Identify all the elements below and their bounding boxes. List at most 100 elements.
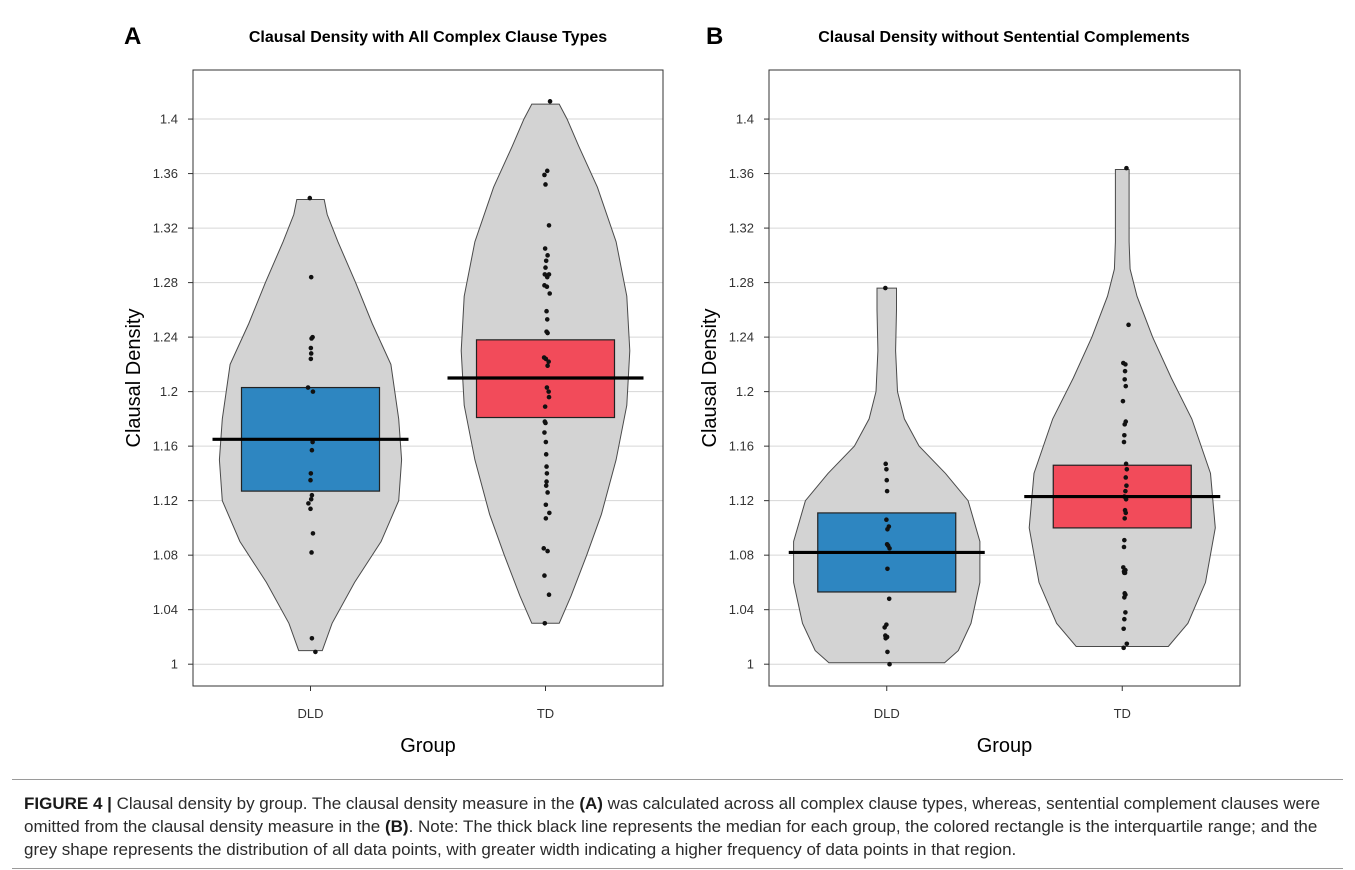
- data-point: [310, 389, 316, 394]
- violin-dld: [793, 287, 981, 664]
- data-point: [544, 385, 550, 390]
- data-point: [545, 363, 550, 369]
- plot-border: [768, 69, 1241, 687]
- data-point: [543, 502, 549, 508]
- data-point: [544, 284, 550, 289]
- data-point: [544, 464, 549, 469]
- panel-letter: A: [124, 23, 141, 50]
- data-point: [1121, 544, 1127, 550]
- y-tick-label: 1.24: [729, 330, 754, 345]
- data-point: [1122, 432, 1127, 438]
- data-point: [1124, 165, 1129, 171]
- panel-a: DLD TD 1 1.04 1.08 1.12 1.16 1.2 1.24 1.28 1.32 1.3…: [123, 23, 664, 757]
- y-tick-label: 1.32: [153, 221, 178, 236]
- y-tick-label: 1.08: [729, 548, 754, 563]
- data-point: [1123, 461, 1129, 467]
- panel-title: Clausal Density without Sentential Compl…: [818, 29, 1190, 46]
- data-point: [1123, 475, 1129, 480]
- x-tick-label: TD: [1114, 706, 1131, 721]
- caption-part-2: was calculated across all complex clause…: [24, 794, 1321, 836]
- data-point: [883, 636, 888, 641]
- data-point: [546, 272, 552, 277]
- caption-part-3: . Note: The thick black line represents …: [24, 817, 1318, 859]
- y-tick-label: 1.4: [736, 112, 754, 127]
- data-point: [543, 452, 549, 457]
- data-point: [1122, 616, 1127, 622]
- data-point: [545, 253, 550, 258]
- y-tick-label: 1.2: [736, 384, 754, 399]
- y-tick-label: 1.16: [729, 439, 754, 454]
- data-point: [309, 336, 314, 341]
- data-point: [885, 526, 890, 532]
- data-point: [547, 510, 552, 516]
- y-axis-label: Clausal Density: [123, 309, 145, 448]
- y-tick-label: 1.4: [160, 112, 178, 127]
- y-tick-label: 1.12: [153, 493, 178, 508]
- y-tick-label: 1.12: [729, 493, 754, 508]
- data-point: [542, 430, 547, 435]
- data-point: [543, 516, 549, 521]
- panel-title: Clausal Density with All Complex Clause …: [249, 29, 607, 46]
- data-point: [1123, 610, 1128, 615]
- data-point: [306, 501, 311, 506]
- data-point: [1122, 377, 1127, 382]
- data-point: [546, 389, 551, 394]
- data-point: [543, 265, 548, 270]
- y-tick-label: 1.16: [153, 439, 178, 454]
- data-point: [308, 471, 314, 476]
- data-point: [1120, 398, 1126, 404]
- data-point: [542, 246, 548, 251]
- y-tick-label: 1: [747, 657, 754, 672]
- data-point: [543, 182, 548, 187]
- data-point: [1123, 510, 1129, 516]
- y-tick-label: 1.36: [729, 166, 754, 181]
- data-point: [543, 420, 548, 426]
- data-point: [1122, 368, 1128, 374]
- data-point: [542, 621, 548, 626]
- data-point: [545, 490, 550, 495]
- x-tick-label: DLD: [874, 706, 900, 721]
- data-point: [1123, 383, 1129, 389]
- data-point: [1124, 641, 1130, 647]
- data-point: [884, 517, 889, 523]
- x-axis-label: Group: [977, 735, 1033, 757]
- data-point: [887, 546, 892, 551]
- data-point: [1124, 467, 1130, 472]
- data-point: [1123, 488, 1128, 494]
- caption-figure-label: FIGURE 4 |: [24, 794, 112, 813]
- data-point: [542, 404, 548, 409]
- data-point: [1121, 439, 1127, 445]
- data-point: [1122, 516, 1127, 521]
- y-axis-label: Clausal Density: [699, 309, 721, 448]
- y-tick-label: 1.04: [153, 602, 178, 617]
- data-point: [1121, 645, 1126, 651]
- data-point: [307, 195, 313, 201]
- panel-letter: B: [706, 23, 723, 50]
- data-point: [542, 573, 547, 578]
- data-point: [886, 596, 892, 602]
- data-point: [1122, 595, 1127, 600]
- data-point: [313, 649, 318, 655]
- data-point: [305, 385, 311, 390]
- y-tick-label: 1.32: [729, 221, 754, 236]
- y-tick-label: 1.28: [153, 275, 178, 290]
- data-point: [309, 492, 315, 498]
- data-point: [546, 394, 552, 400]
- data-point: [308, 356, 314, 362]
- data-point: [1122, 570, 1128, 576]
- data-point: [543, 258, 549, 264]
- data-point: [883, 461, 888, 467]
- data-point: [541, 546, 547, 551]
- y-tick-label: 1.28: [729, 275, 754, 290]
- data-point: [1124, 483, 1129, 488]
- data-point: [885, 649, 890, 655]
- figure-canvas: DLD TD 1 1.04 1.08 1.12 1.16 1.2 1.24 1.28 1.32 1.3…: [123, 23, 1241, 757]
- caption-ref-a: (A): [579, 794, 603, 813]
- y-tick-label: 1.36: [153, 166, 178, 181]
- data-point: [308, 351, 314, 356]
- data-point: [883, 285, 888, 291]
- data-point: [887, 661, 892, 667]
- x-tick-label: DLD: [297, 706, 323, 721]
- data-point: [544, 479, 549, 484]
